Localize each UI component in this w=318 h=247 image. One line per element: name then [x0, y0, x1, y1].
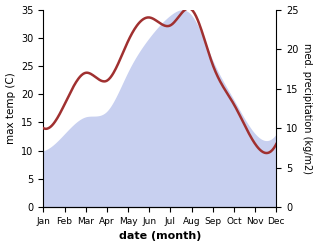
X-axis label: date (month): date (month)	[119, 231, 201, 242]
Y-axis label: max temp (C): max temp (C)	[5, 72, 16, 144]
Y-axis label: med. precipitation (kg/m2): med. precipitation (kg/m2)	[302, 43, 313, 174]
